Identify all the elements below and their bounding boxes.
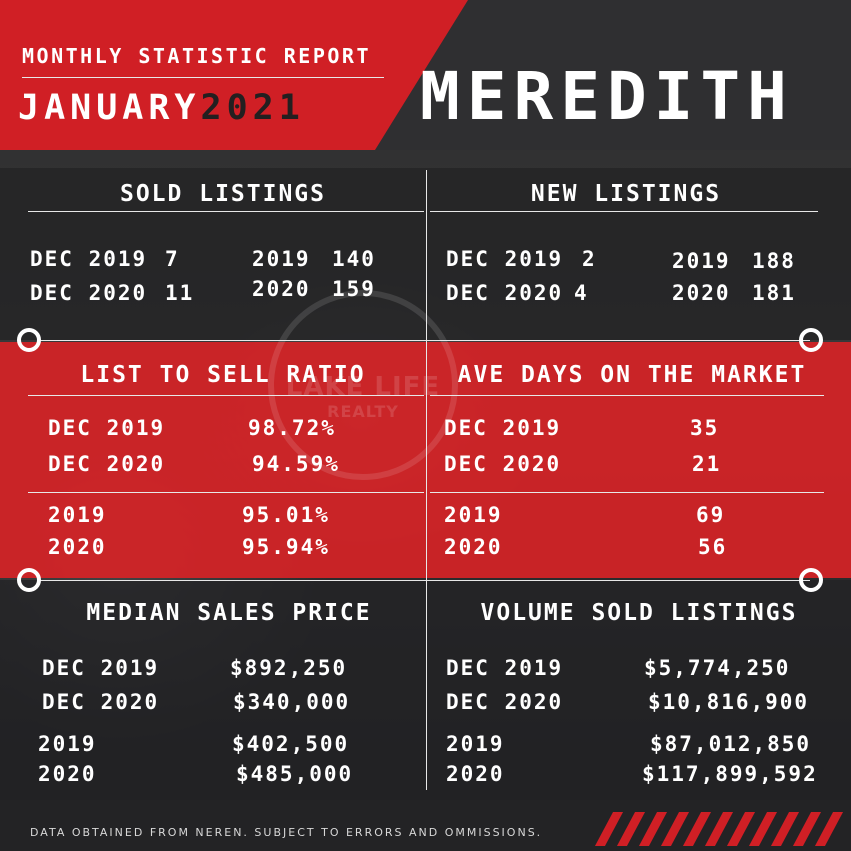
new-row-dec2019-value: 2 [582,247,597,271]
sold-annual-2020-value: 159 [332,277,376,301]
ratio-annual-2020-value: 95.94% [242,535,330,559]
sold-row-dec2020-label: DEC 2020 [30,281,148,305]
days-row-dec2020-label: DEC 2020 [444,452,562,476]
volume-annual-2019-label: 2019 [446,732,505,756]
days-row-dec2019-value: 35 [690,416,720,440]
connector-dot-left-bottom [17,568,41,592]
center-divider [426,170,427,790]
top-connector-line [40,340,810,341]
new-row-dec2020-label: DEC 2020 [446,281,564,305]
volume-sold-listings-title: VOLUME SOLD LISTINGS [480,600,798,626]
report-month: JANUARY [18,88,201,128]
volume-row-dec2020-value: $10,816,900 [648,690,810,714]
ratio-annual-2019-value: 95.01% [242,503,330,527]
median-row-dec2019-label: DEC 2019 [42,656,160,680]
new-annual-2019-value: 188 [752,249,796,273]
connector-dot-right-bottom [799,568,823,592]
sold-title-underline [28,211,424,212]
days-mid-divider [430,492,824,493]
sold-listings-title: SOLD LISTINGS [119,181,326,207]
volume-annual-2020-label: 2020 [446,762,505,786]
days-row-dec2020-value: 21 [692,452,722,476]
connector-dot-left-top [17,328,41,352]
sold-row-dec2020-value: 11 [165,281,195,305]
new-row-dec2020-value: 4 [574,281,589,305]
background-logo-line1: LAKE LIFE [285,372,441,402]
new-annual-2019-label: 2019 [672,249,731,273]
ratio-row-dec2019-label: DEC 2019 [48,416,166,440]
volume-annual-2020-value: $117,899,592 [642,762,818,786]
volume-row-dec2019-value: $5,774,250 [644,656,791,680]
ratio-mid-divider [28,492,424,493]
sold-annual-2020-label: 2020 [252,277,311,301]
ave-days-title: AVE DAYS ON THE MARKET [457,362,807,388]
stripe-11 [814,812,844,846]
sold-row-dec2019-value: 7 [165,247,180,271]
background-logo-text: LAKE LIFE REALTY [268,372,458,421]
days-annual-2019-value: 69 [696,503,726,527]
days-annual-2020-value: 56 [698,535,728,559]
ratio-title-underline [28,395,424,396]
days-annual-2020-label: 2020 [444,535,503,559]
volume-row-dec2019-label: DEC 2019 [446,656,564,680]
ratio-annual-2020-label: 2020 [48,535,107,559]
report-date: JANUARY2021 [18,88,305,128]
new-row-dec2019-label: DEC 2019 [446,247,564,271]
footer-disclaimer: DATA OBTAINED FROM NEREN. SUBJECT TO ERR… [30,826,543,839]
top-stats-band [0,168,851,340]
header-red-banner [0,0,468,150]
header-divider [22,77,384,78]
report-title: MONTHLY STATISTIC REPORT [22,44,371,68]
median-annual-2019-value: $402,500 [232,732,350,756]
median-row-dec2020-label: DEC 2020 [42,690,160,714]
new-title-underline [430,211,818,212]
connector-dot-right-top [799,328,823,352]
sold-row-dec2019-label: DEC 2019 [30,247,148,271]
sold-annual-2019-value: 140 [332,247,376,271]
footer-stripes [594,812,848,846]
new-annual-2020-value: 181 [752,281,796,305]
ratio-annual-2019-label: 2019 [48,503,107,527]
ratio-row-dec2020-value: 94.59% [252,452,340,476]
median-row-dec2020-value: $340,000 [233,690,351,714]
volume-row-dec2020-label: DEC 2020 [446,690,564,714]
sold-annual-2019-label: 2019 [252,247,311,271]
report-year: 2021 [200,88,305,128]
town-name: MEREDITH [420,58,794,135]
ratio-row-dec2020-label: DEC 2020 [48,452,166,476]
bottom-stats-band [0,580,851,802]
days-row-dec2019-label: DEC 2019 [444,416,562,440]
new-annual-2020-label: 2020 [672,281,731,305]
median-annual-2020-label: 2020 [38,762,97,786]
days-annual-2019-label: 2019 [444,503,503,527]
median-annual-2019-label: 2019 [38,732,97,756]
background-logo-ring [268,290,458,480]
new-listings-title: NEW LISTINGS [530,181,722,207]
median-annual-2020-value: $485,000 [236,762,354,786]
median-row-dec2019-value: $892,250 [230,656,348,680]
bottom-connector-line [40,580,810,581]
list-to-sell-ratio-title: LIST TO SELL RATIO [80,362,366,388]
volume-annual-2019-value: $87,012,850 [650,732,812,756]
days-title-underline [430,395,824,396]
median-sales-price-title: MEDIAN SALES PRICE [86,600,372,626]
background-logo-line2: REALTY [327,402,399,421]
ratio-row-dec2019-value: 98.72% [248,416,336,440]
